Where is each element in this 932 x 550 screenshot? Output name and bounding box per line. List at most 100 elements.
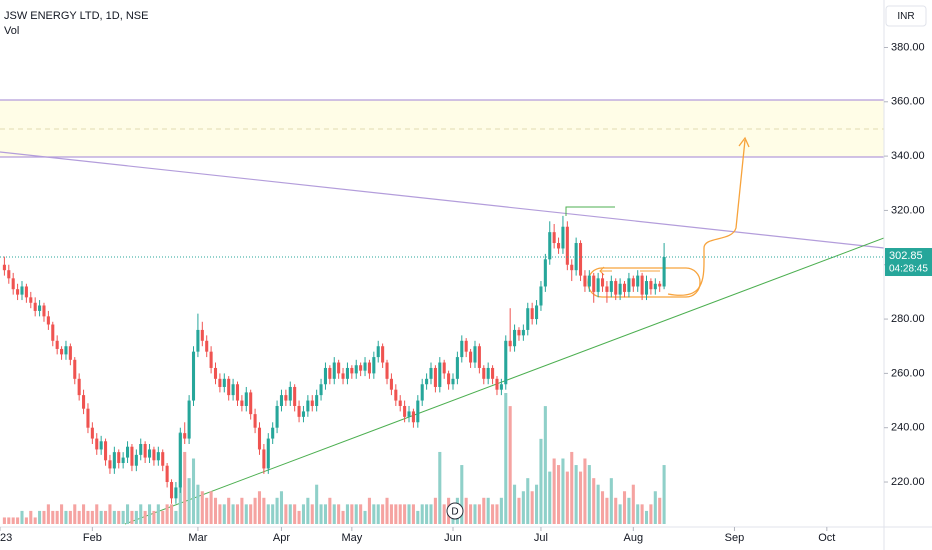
volume-bar (429, 504, 433, 524)
volume-bar (398, 504, 402, 524)
volume-bar (609, 478, 613, 524)
candle-body (429, 367, 433, 379)
volume-bar (644, 510, 649, 524)
volume-bar (257, 491, 262, 524)
candle-body (222, 378, 226, 387)
candle-body (376, 346, 380, 358)
volume-bar (543, 406, 547, 524)
candle-body (644, 281, 649, 295)
candle-body (315, 395, 319, 406)
volume-bar (104, 510, 108, 524)
volume-bar (411, 504, 415, 524)
x-tick-label: Feb (83, 532, 102, 544)
candle-body (266, 438, 270, 469)
volume-bar (552, 458, 556, 524)
volume-bar (205, 497, 209, 524)
volume-bar (161, 510, 165, 524)
candle-body (394, 389, 398, 401)
candle-body (367, 362, 371, 374)
volume-bar (341, 510, 345, 524)
volume-bar (495, 504, 499, 524)
candle-body (284, 395, 288, 401)
volume-bar (209, 491, 213, 524)
volume-bar (491, 504, 495, 524)
candle-body (191, 351, 196, 401)
axes: 220.00240.00260.00280.00300.00320.00340.… (0, 41, 932, 544)
candle-body (337, 362, 341, 374)
volume-bar (249, 504, 253, 524)
x-tick-label: Jun (444, 532, 462, 544)
y-tick-label: 380.00 (891, 41, 925, 53)
candle-body (227, 378, 231, 396)
volume-bar (337, 504, 341, 524)
volume-bar (319, 504, 323, 524)
currency-box[interactable] (885, 5, 927, 27)
volume-bar (99, 510, 103, 524)
volume-bar (473, 504, 477, 524)
volume-bar (548, 471, 552, 524)
candle-body (205, 340, 209, 352)
volume-bar (156, 504, 160, 524)
currency[interactable]: INR (897, 11, 914, 22)
volume-bar (16, 517, 20, 524)
candle-body (491, 367, 495, 379)
candle-body (51, 324, 55, 341)
volume-bar (649, 504, 653, 524)
candle-body (627, 278, 631, 292)
candle-body (38, 305, 42, 311)
volume-bar (253, 497, 257, 524)
marker-line (565, 206, 615, 216)
candle-body (178, 433, 182, 488)
x-tick-label: Oct (818, 532, 835, 544)
candle-body (596, 278, 600, 292)
volume-bar (293, 504, 297, 524)
volume-bar (73, 504, 77, 524)
candle-body (433, 367, 437, 387)
candle-body (345, 367, 349, 379)
volume-bar (425, 504, 429, 524)
volume-bar (636, 504, 640, 524)
candle-body (403, 405, 407, 417)
candle-body (548, 232, 552, 260)
volume-bar (42, 510, 46, 524)
candle-body (526, 308, 530, 330)
volume-bar (587, 465, 591, 524)
candle-body (20, 286, 24, 295)
candle-body (29, 297, 33, 303)
candle-body (328, 367, 332, 379)
volume-bar (231, 504, 235, 524)
candle-body (464, 340, 468, 352)
candle-body (398, 400, 402, 406)
volume-bar (407, 504, 411, 524)
y-tick-label: 260.00 (891, 367, 925, 379)
candle-body (513, 329, 517, 347)
volume-bar (605, 497, 609, 524)
candle-body (275, 405, 279, 428)
candle-body (658, 283, 662, 287)
x-tick-label: 2023 (0, 532, 12, 544)
volume-bar (38, 510, 42, 524)
volume-bar (530, 491, 534, 524)
candle-body (570, 264, 574, 271)
last-price-box (885, 248, 932, 277)
volume-bar (297, 510, 301, 524)
candle-body (350, 367, 354, 374)
candle-body (174, 487, 178, 499)
volume-bar (271, 504, 275, 524)
volume-bar (416, 510, 420, 524)
candle-body (565, 226, 569, 265)
candle-body (473, 346, 477, 363)
y-tick-label: 340.00 (891, 150, 925, 162)
volume-bar (460, 465, 464, 524)
volume-bar (11, 517, 15, 524)
volume-bar (662, 465, 666, 524)
y-tick-label: 220.00 (891, 476, 925, 488)
volume-bar (82, 504, 86, 524)
candle-body (301, 411, 306, 417)
volume-bar (86, 510, 90, 524)
y-tick-label: 280.00 (891, 313, 925, 325)
candle-body (288, 386, 292, 401)
candle-body (552, 232, 556, 244)
candle-body (11, 278, 15, 290)
volume-bar (235, 504, 240, 524)
